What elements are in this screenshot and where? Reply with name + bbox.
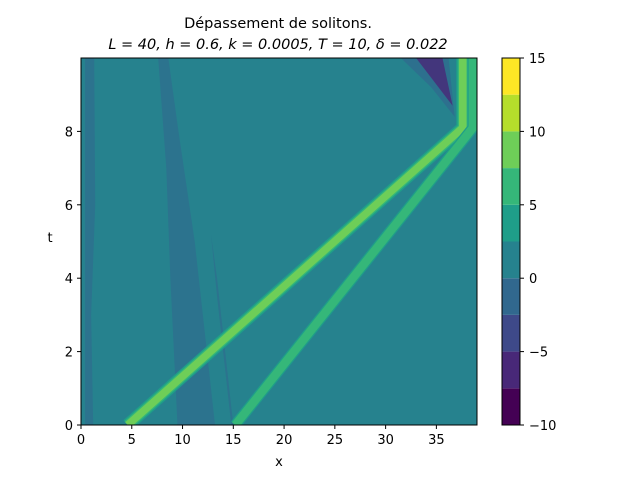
soliton-2 [231, 58, 477, 425]
colorbar-tick-label: 10 [529, 125, 546, 140]
plot-frame [80, 57, 478, 426]
colorbar-tick-label: 5 [529, 199, 537, 214]
x-tick-label: 20 [276, 433, 293, 448]
x-tick-label: 15 [225, 433, 242, 448]
negative-region-top [416, 58, 453, 106]
colorbar-tick-label: 0 [529, 272, 537, 287]
colorbar: −10 −5 0 5 10 15 [501, 52, 556, 434]
soliton-1 [123, 58, 470, 425]
plot-area [81, 58, 477, 425]
contour-layer [85, 58, 477, 425]
colorbar-band [502, 388, 520, 425]
x-tick-label: 35 [428, 433, 445, 448]
chart-title-line1: Dépassement de solitons. [184, 16, 372, 32]
ripple-region-1 [85, 58, 96, 425]
colorbar-band [502, 131, 520, 169]
y-axis: 0 2 4 6 8 [65, 125, 81, 434]
colorbar-tick-label: −5 [529, 346, 548, 361]
colorbar-band [502, 94, 520, 132]
y-tick-label: 8 [65, 125, 73, 140]
soliton-2-level-6 [232, 58, 477, 425]
colorbar-band [502, 278, 520, 315]
y-axis-label: t [47, 231, 52, 246]
colorbar-band [502, 204, 520, 242]
colorbar-tick-label: 15 [529, 52, 546, 67]
soliton-1-level-7 [125, 58, 467, 425]
ripple-region-2 [158, 58, 216, 425]
colorbar-band [502, 351, 520, 389]
x-tick-label: 30 [377, 433, 394, 448]
x-tick-label: 25 [327, 433, 344, 448]
x-axis-label: x [275, 455, 283, 470]
colorbar-band [502, 314, 520, 352]
chart-title-line2: L = 40, h = 0.6, k = 0.0005, T = 10, δ =… [108, 37, 447, 53]
y-tick-label: 0 [65, 419, 73, 434]
colorbar-tick-label: −10 [529, 419, 556, 434]
x-tick-label: 10 [174, 433, 191, 448]
ripple-region-3 [210, 234, 234, 425]
x-axis: 0 5 10 15 20 25 30 35 [77, 425, 445, 448]
y-tick-label: 6 [65, 199, 73, 214]
y-tick-label: 2 [65, 346, 73, 361]
colorbar-band [502, 58, 520, 95]
colorbar-band [502, 168, 520, 205]
colorbar-band [502, 241, 520, 279]
y-tick-label: 4 [65, 272, 73, 287]
colorbar-frame [501, 57, 521, 426]
x-tick-label: 0 [77, 433, 85, 448]
x-tick-label: 5 [128, 433, 136, 448]
